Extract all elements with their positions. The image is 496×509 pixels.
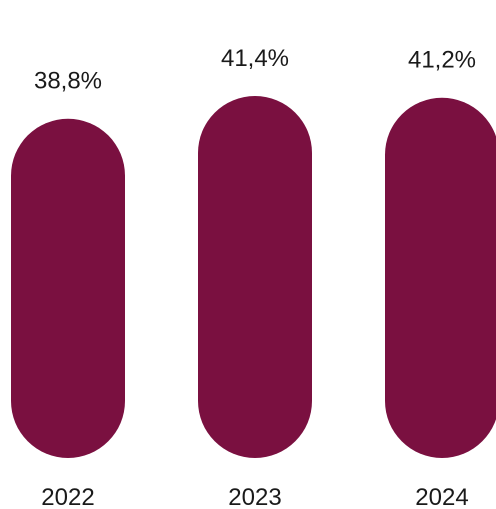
value-label-2024: 41,2%: [408, 47, 476, 74]
bars-group: [11, 96, 496, 458]
bar-2023: [198, 96, 312, 458]
bar-2024: [385, 97, 496, 458]
bar-2022: [11, 118, 125, 458]
category-labels-group: 2022 2023 2024: [41, 484, 468, 509]
value-label-2023: 41,4%: [221, 45, 289, 72]
value-label-2022: 38,8%: [34, 68, 102, 95]
value-labels-group: 38,8% 41,4% 41,2%: [34, 45, 476, 95]
category-label-2022: 2022: [41, 484, 94, 509]
category-label-2024: 2024: [415, 484, 468, 509]
category-label-2023: 2023: [228, 484, 281, 509]
